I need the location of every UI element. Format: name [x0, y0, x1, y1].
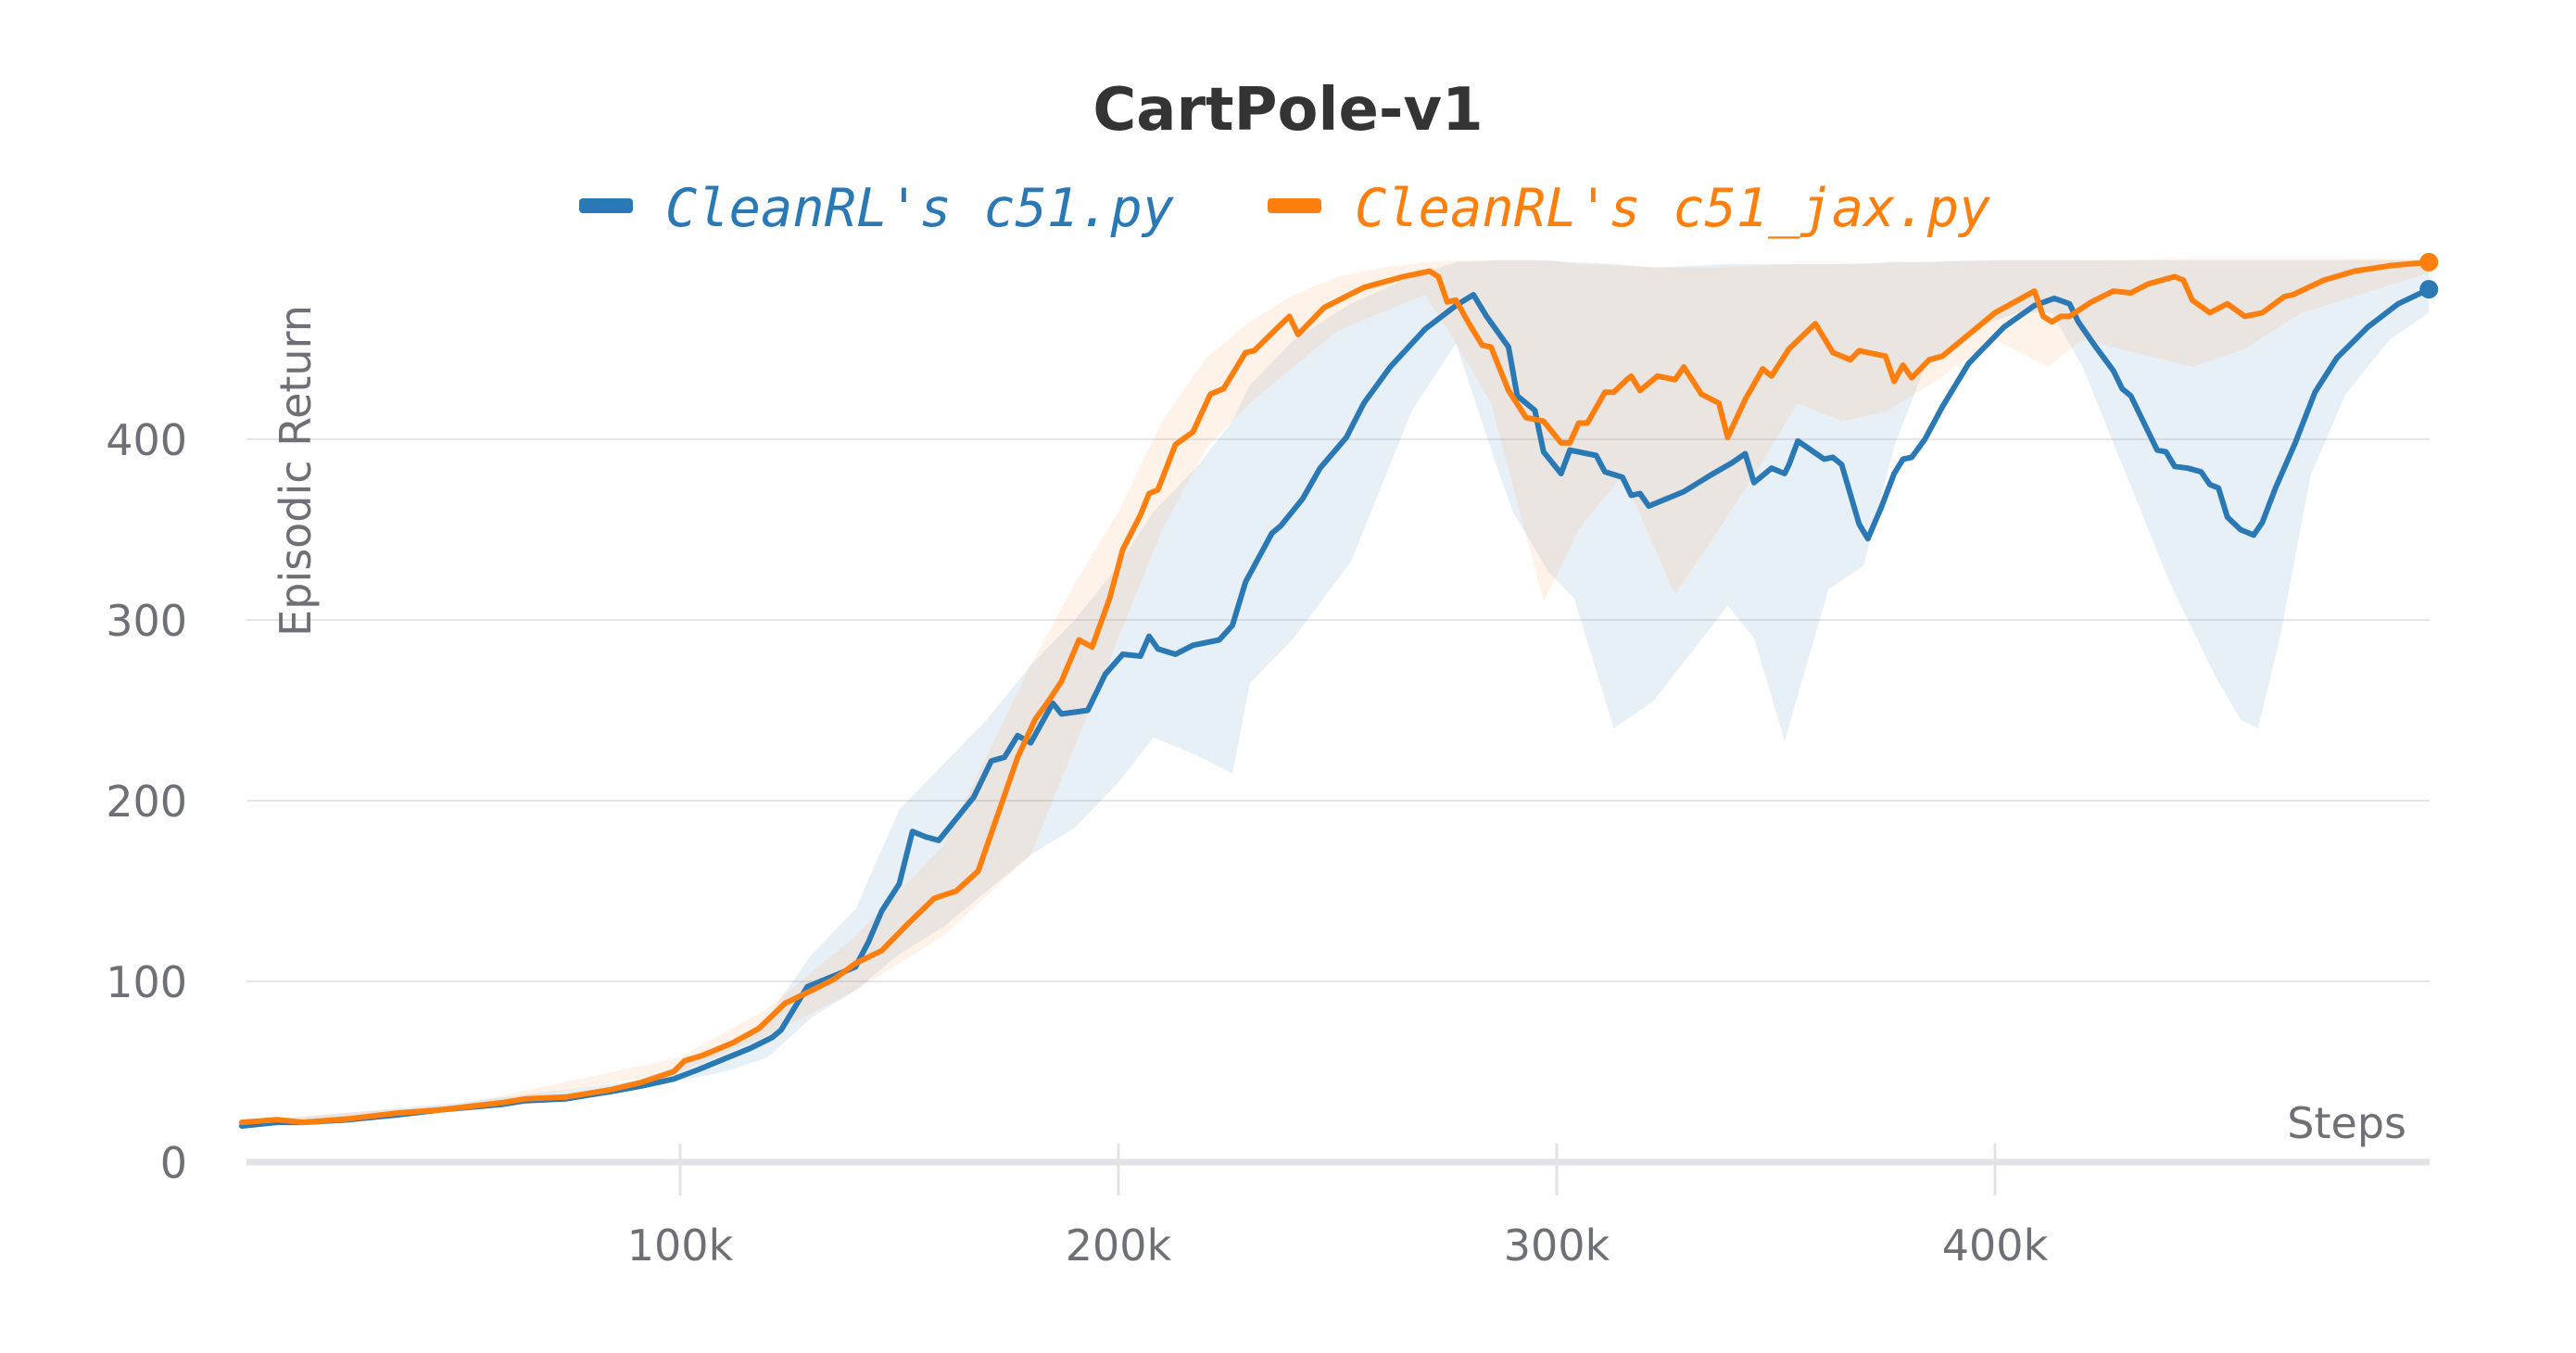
- legend-item-c51[interactable]: CleanRL's c51.py: [579, 178, 1175, 239]
- y-tick-label: 100: [106, 957, 187, 1007]
- y-axis-label: Episodic Return: [271, 305, 321, 637]
- legend-swatch-c51-jax: [1268, 198, 1321, 213]
- y-tick-label: 0: [160, 1138, 187, 1188]
- legend: CleanRL's c51.py CleanRL's c51_jax.py: [579, 178, 1991, 239]
- x-axis-label: Steps: [2287, 1098, 2406, 1148]
- series-line-c51-jax: [239, 259, 2432, 1126]
- band-c51-jax: [242, 259, 2430, 1124]
- endpoint-marker-c51: [2419, 280, 2439, 299]
- legend-label-c51: CleanRL's c51.py: [665, 178, 1175, 239]
- endpoint-marker-c51-jax: [2419, 252, 2439, 272]
- band-c51: [242, 260, 2430, 1128]
- y-tick-label: 200: [106, 777, 187, 827]
- legend-item-c51-jax[interactable]: CleanRL's c51_jax.py: [1268, 178, 1991, 239]
- chart-title: CartPole-v1: [1092, 76, 1483, 145]
- y-tick-label: 400: [106, 415, 187, 465]
- x-tick-label: 400k: [1942, 1220, 2049, 1271]
- axes: [246, 1144, 2430, 1195]
- y-tick-label: 300: [106, 596, 187, 646]
- x-tick-label: 100k: [627, 1220, 734, 1271]
- series-lines: [239, 252, 2439, 1129]
- x-tick-labels: 100k 200k 300k 400k: [627, 1220, 2049, 1271]
- confidence-bands: [242, 259, 2430, 1128]
- y-tick-labels: 0 100 200 300 400: [106, 415, 187, 1188]
- gridlines: [246, 438, 2430, 982]
- x-tick-label: 300k: [1504, 1220, 1610, 1271]
- series-line-c51: [239, 286, 2432, 1129]
- x-tick-label: 200k: [1066, 1220, 1172, 1271]
- legend-swatch-c51: [579, 198, 633, 213]
- legend-label-c51-jax: CleanRL's c51_jax.py: [1355, 178, 1991, 239]
